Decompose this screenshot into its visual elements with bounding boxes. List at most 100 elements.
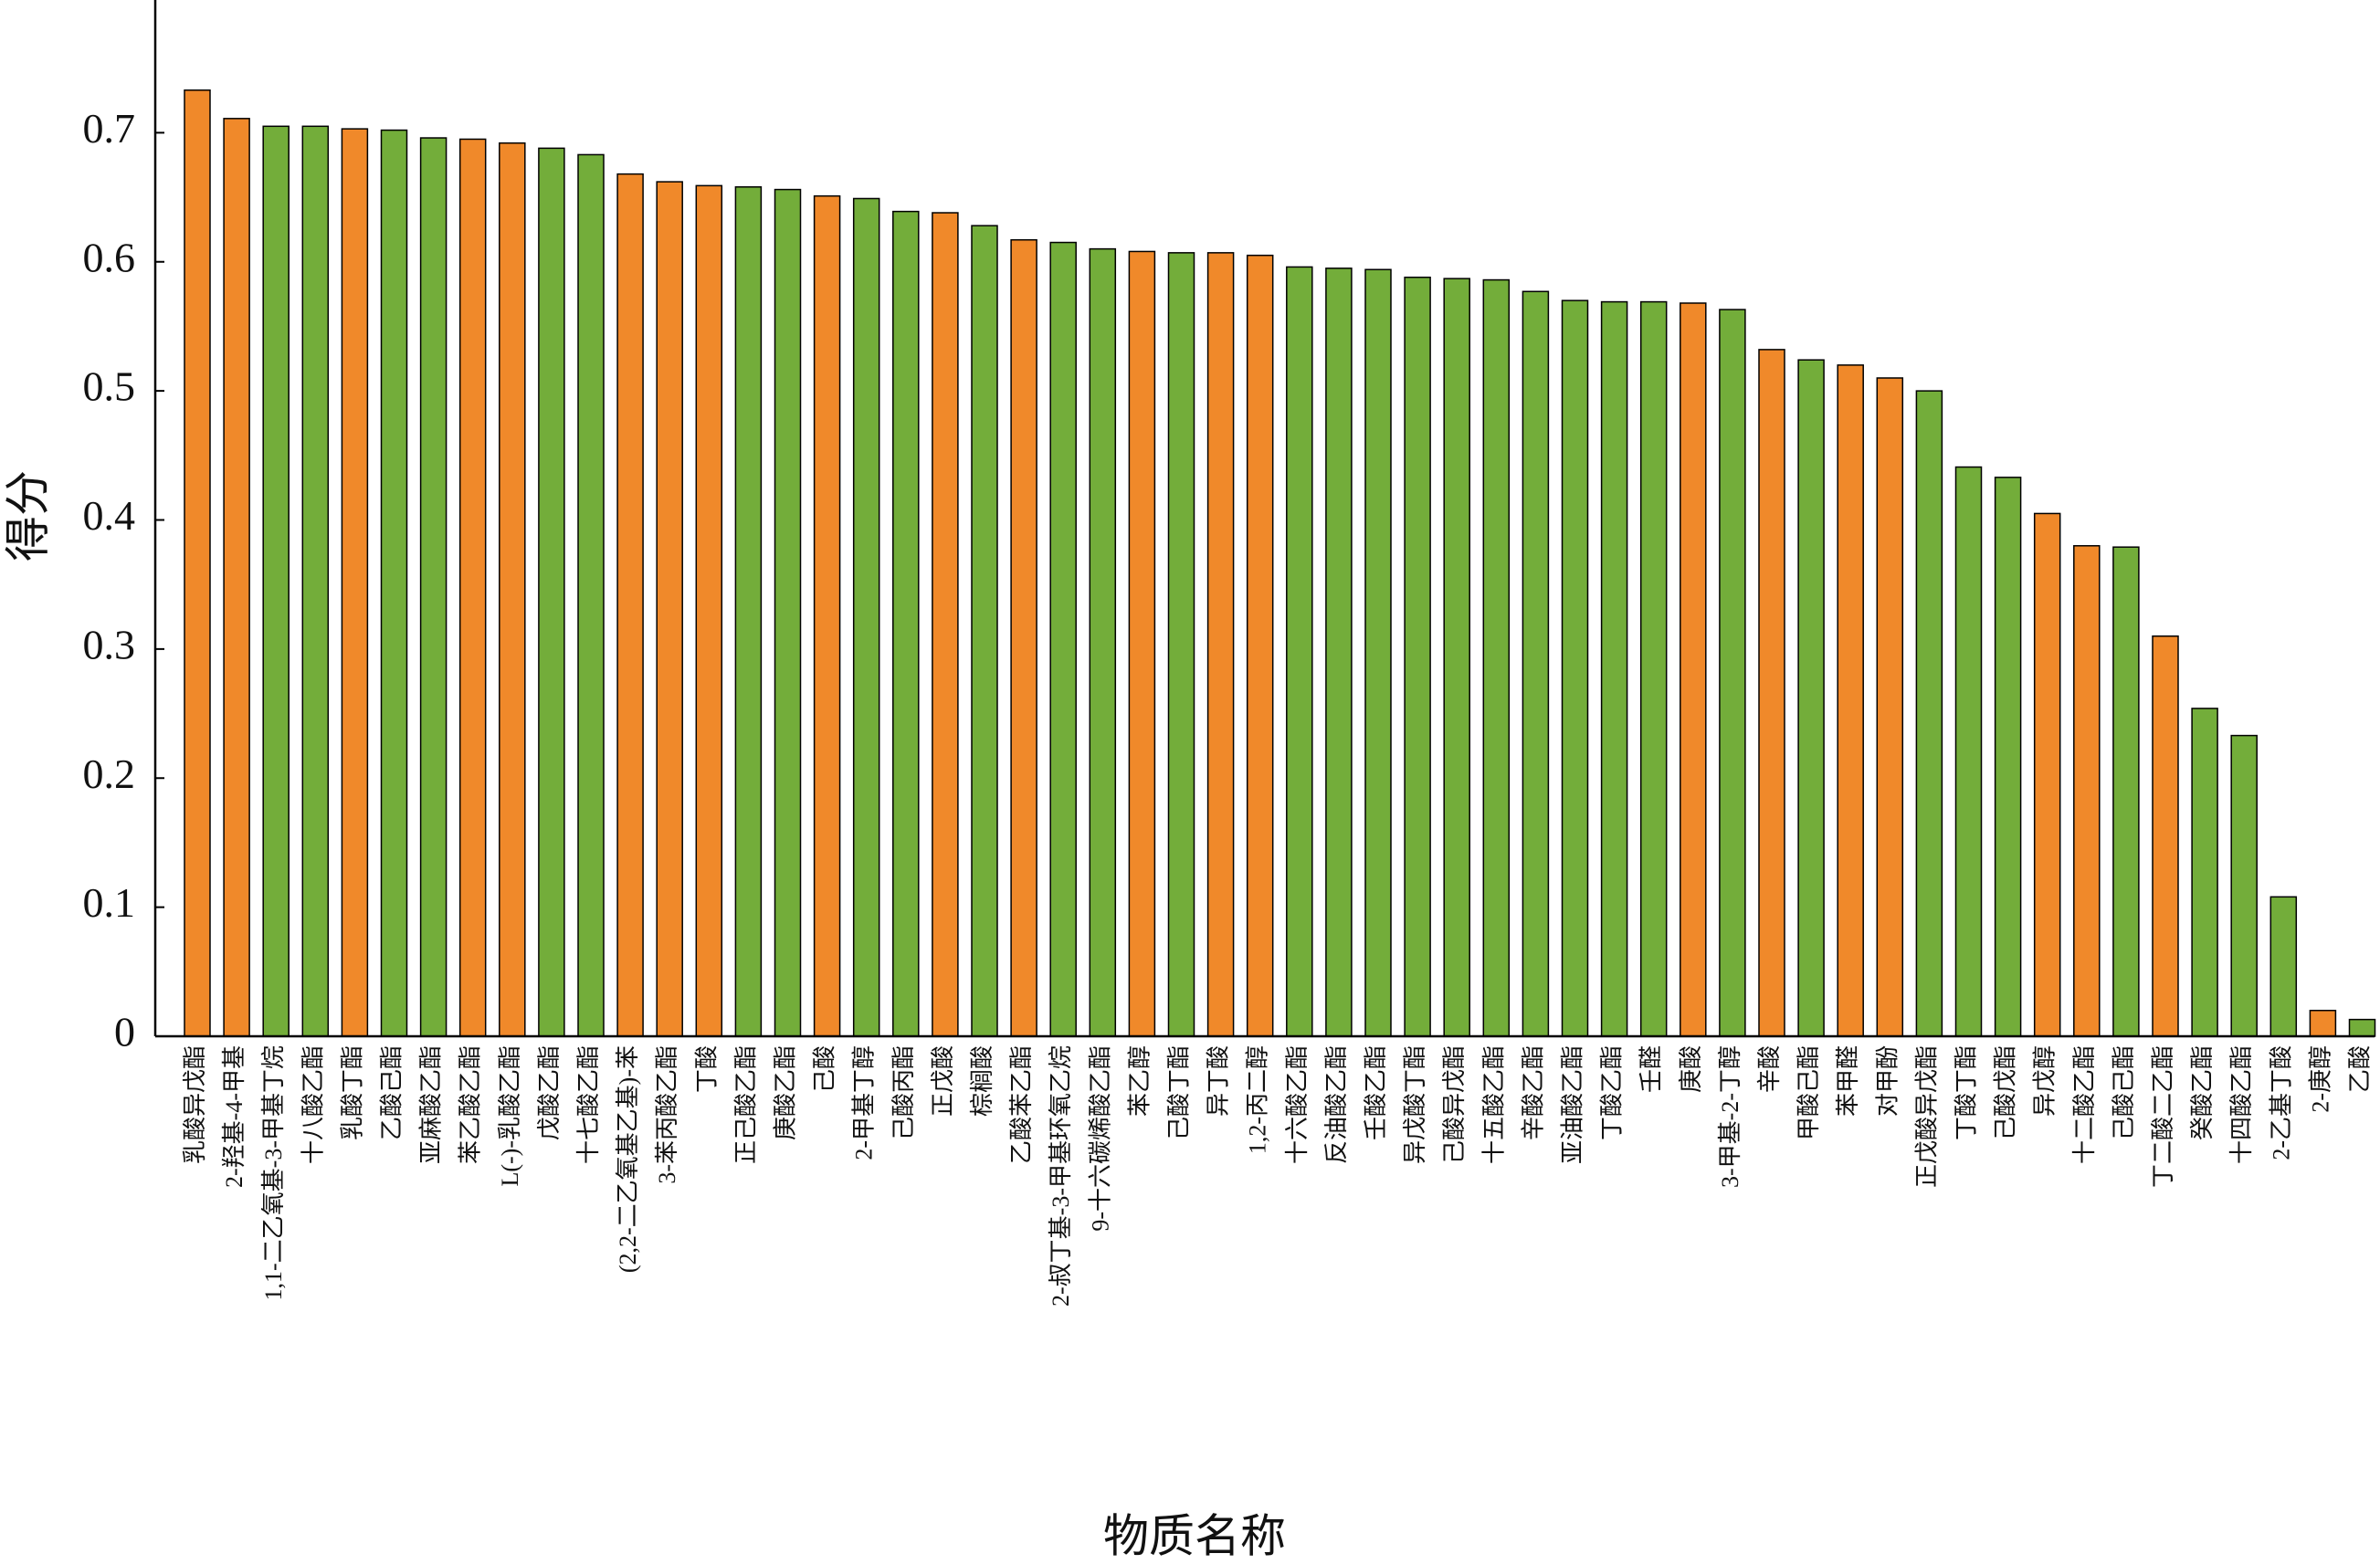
- x-tick-label: 十六酸乙酯: [1284, 1045, 1311, 1164]
- bar: [1797, 359, 1825, 1037]
- bar: [774, 188, 802, 1037]
- bar: [1522, 290, 1550, 1037]
- bar: [1443, 278, 1470, 1037]
- x-tick-label: 苯乙酸乙酯: [458, 1045, 484, 1164]
- y-tick-label: 0.7: [83, 105, 136, 152]
- bar: [2230, 734, 2258, 1037]
- bar: [2033, 512, 2061, 1037]
- x-tick-label: 反油酸乙酯: [1323, 1045, 1350, 1164]
- x-tick-label: 辛酸: [1756, 1045, 1783, 1093]
- x-tick-label: 2-甲基丁醇: [851, 1045, 878, 1160]
- x-tick-label: 庚酸乙酯: [772, 1045, 798, 1140]
- bar: [1286, 266, 1313, 1037]
- bar: [1128, 250, 1156, 1037]
- x-tick-label: 乙酸苯乙酯: [1008, 1045, 1035, 1164]
- x-tick-label: 乙酸: [2346, 1045, 2373, 1093]
- bar: [301, 125, 330, 1037]
- bar: [2152, 635, 2179, 1037]
- x-tick-label: 苯乙醇: [1126, 1045, 1153, 1117]
- x-tick-label: (2,2-二乙氧基乙基)-苯: [615, 1045, 641, 1273]
- bar: [1680, 302, 1707, 1037]
- x-tick-label: 2-羟基-4-甲基: [221, 1045, 247, 1188]
- y-tick-label: 0.1: [83, 879, 136, 926]
- bar: [2348, 1018, 2376, 1037]
- y-tick-label: 0.5: [83, 363, 136, 410]
- x-tick-label: 十二酸乙酯: [2071, 1045, 2098, 1164]
- bar: [2112, 546, 2140, 1037]
- x-tick-label: 9-十六碳烯酸乙酯: [1087, 1045, 1113, 1232]
- bar: [1876, 377, 1904, 1037]
- y-tick-label: 0.3: [83, 621, 136, 667]
- x-tick-label: 辛酸乙酯: [1520, 1045, 1546, 1140]
- bar: [1206, 252, 1235, 1037]
- bar: [695, 184, 723, 1037]
- x-tick-label: 亚麻酸乙酯: [418, 1045, 445, 1164]
- bar: [1049, 241, 1077, 1037]
- x-tick-label: 对甲酚: [1874, 1045, 1901, 1117]
- bar: [341, 128, 369, 1037]
- x-tick-label: 苯甲醛: [1835, 1045, 1861, 1117]
- bar: [1561, 299, 1589, 1037]
- bar: [1719, 309, 1746, 1037]
- bar: [2191, 708, 2218, 1037]
- x-tick-label: 3-苯丙酸乙酯: [654, 1045, 680, 1184]
- bar: [1758, 349, 1785, 1037]
- y-tick-label: 0.2: [83, 751, 136, 797]
- bar: [577, 153, 605, 1037]
- x-tick-label: 己酸戊酯: [1993, 1045, 2019, 1140]
- bar: [932, 212, 959, 1037]
- x-tick-label: 十四酸乙酯: [2228, 1045, 2255, 1164]
- bar: [2269, 896, 2298, 1037]
- bar: [1915, 390, 1943, 1037]
- x-tick-label: 癸酸乙酯: [2189, 1045, 2216, 1140]
- x-tick-label: 乳酸异戊酯: [182, 1045, 208, 1164]
- x-tick-label: 2-庚醇: [2307, 1045, 2333, 1113]
- bar: [971, 225, 998, 1037]
- x-tick-label: 丁酸: [693, 1045, 720, 1093]
- y-axis-title: 得分: [2, 470, 53, 562]
- x-tick-label: 亚油酸乙酯: [1559, 1045, 1585, 1164]
- x-tick-label: 正戊酸: [930, 1045, 956, 1117]
- x-tick-label: L(-)-乳酸乙酯: [497, 1045, 523, 1187]
- y-tick-label: 0.4: [83, 492, 136, 539]
- x-axis-title: 物质名称: [1103, 1510, 1286, 1561]
- x-tick-label: 壬醛: [1638, 1045, 1665, 1093]
- x-tick-label: 十八酸乙酯: [300, 1045, 326, 1164]
- bar: [1994, 477, 2022, 1037]
- bar: [1167, 252, 1195, 1037]
- x-tick-label: 2-叔丁基-3-甲基环氧乙烷: [1048, 1045, 1074, 1307]
- bar: [1482, 278, 1511, 1037]
- y-tick-label: 0: [114, 1009, 135, 1055]
- bar: [538, 147, 565, 1037]
- x-tick-label: 己酸丙酯: [890, 1045, 917, 1140]
- bar: [1246, 254, 1274, 1037]
- bar: [1325, 268, 1353, 1037]
- x-tick-label: 丁酸丁酯: [1953, 1045, 1979, 1140]
- bar: [1010, 238, 1037, 1037]
- bar: [1404, 276, 1431, 1037]
- x-tick-label: 异戊酸丁酯: [1402, 1045, 1428, 1164]
- bar: [1837, 364, 1864, 1037]
- bar: [2073, 545, 2101, 1037]
- x-tick-label: 棕榈酸: [969, 1045, 995, 1117]
- x-tick-label: 乙酸己酯: [378, 1045, 405, 1140]
- bar: [813, 194, 841, 1037]
- bar: [2309, 1009, 2337, 1037]
- x-tick-label: 甲酸己酯: [1796, 1045, 1822, 1140]
- x-tick-label: 庚酸: [1678, 1045, 1704, 1093]
- x-tick-label: 丁二酸二乙酯: [2150, 1045, 2176, 1188]
- bar: [184, 89, 211, 1037]
- bar: [892, 210, 920, 1037]
- x-tick-label: 己酸: [812, 1045, 838, 1093]
- x-tick-label: 己酸异戊酯: [1441, 1045, 1468, 1164]
- bar: [1954, 466, 1983, 1037]
- x-tick-label: 异丁酸: [1206, 1045, 1232, 1117]
- bar: [499, 142, 526, 1037]
- x-tick-label: 十七酸乙酯: [575, 1045, 602, 1164]
- x-tick-label: 2-乙基丁酸: [2268, 1045, 2294, 1160]
- x-tick-label: 异戊醇: [2032, 1045, 2059, 1117]
- bar: [734, 186, 763, 1037]
- x-tick-label: 正戊酸异戊酯: [1913, 1045, 1940, 1188]
- x-tick-label: 己酸丁酯: [1165, 1045, 1192, 1140]
